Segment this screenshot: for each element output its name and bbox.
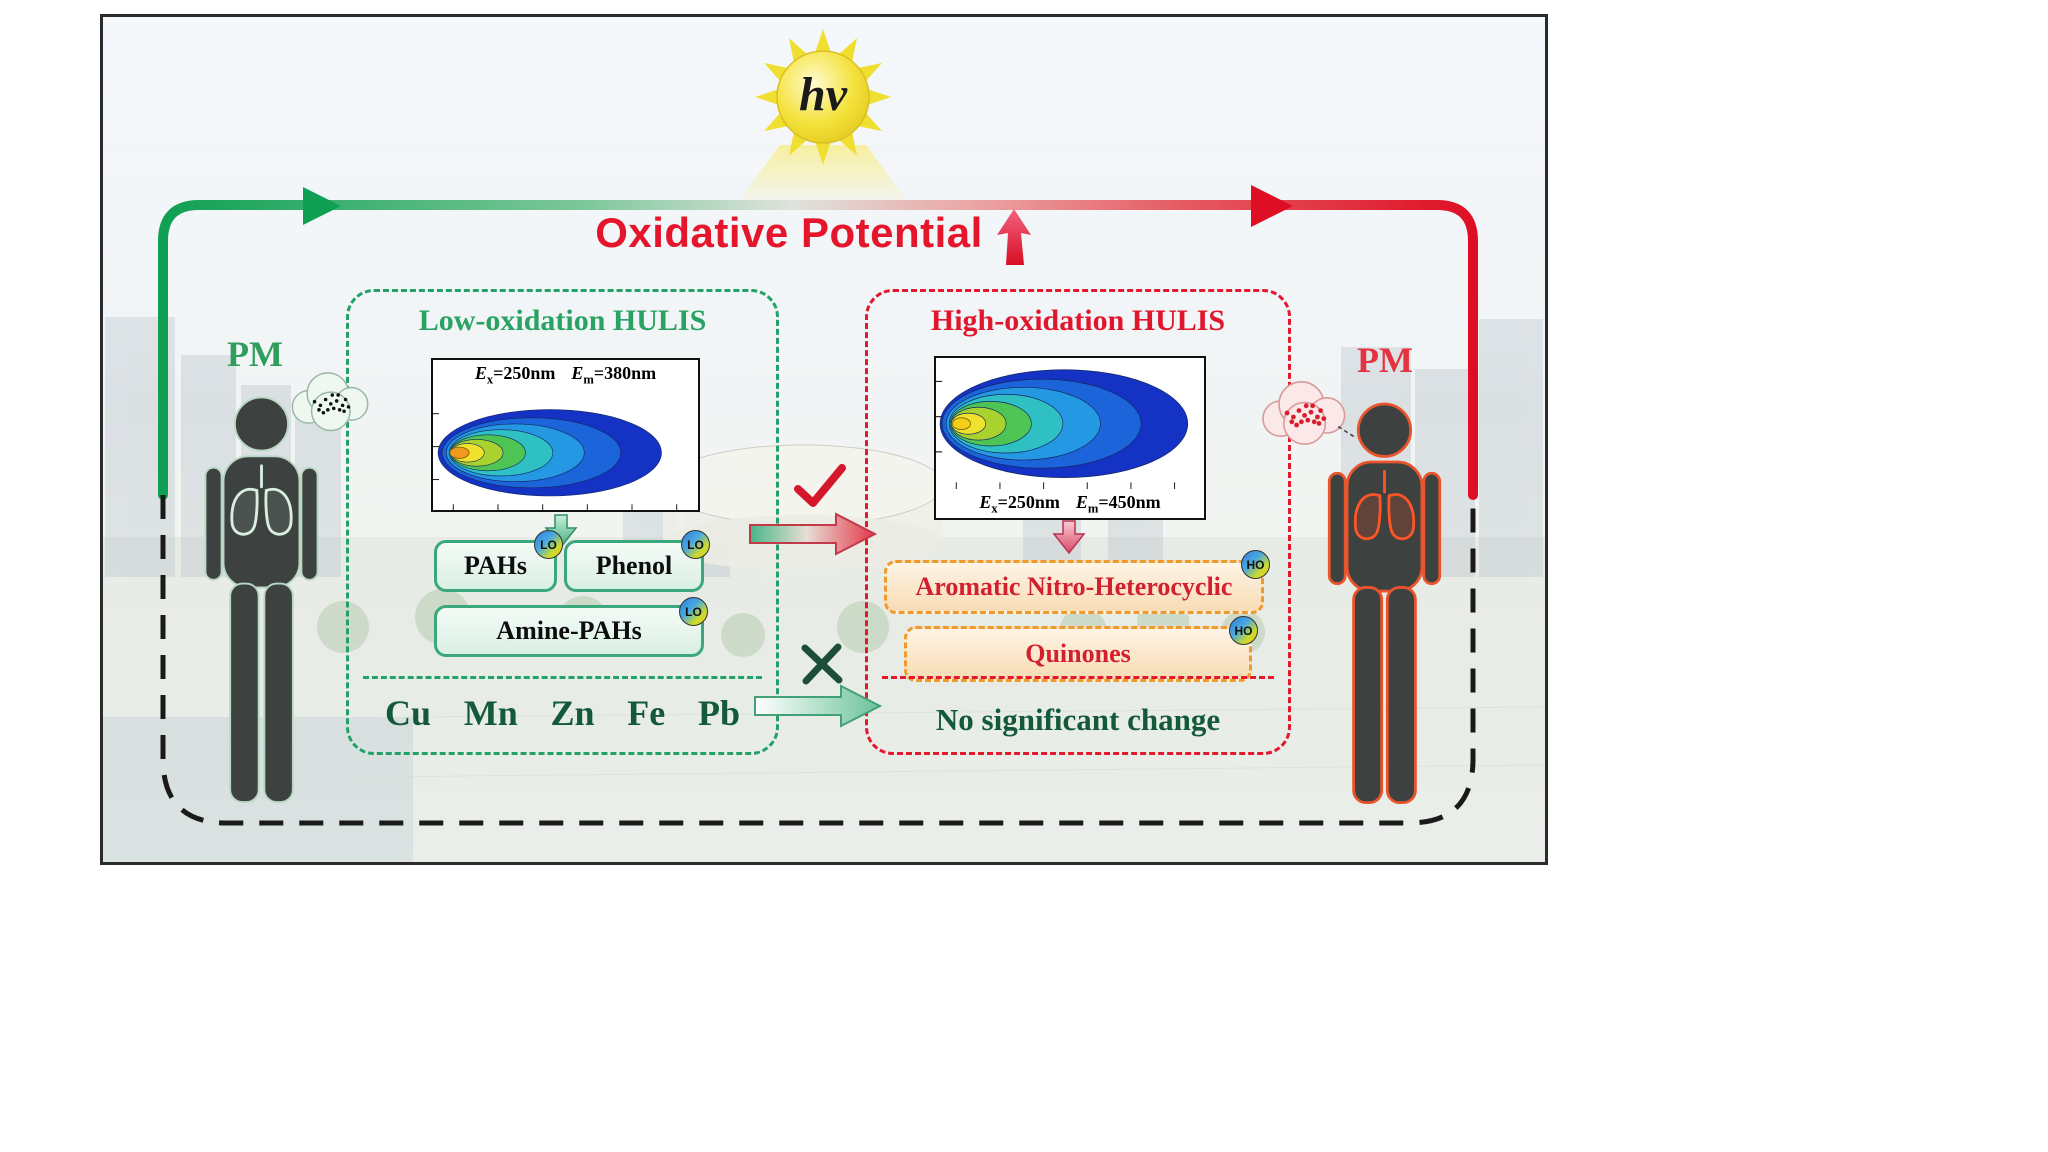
- ex-symbol: E: [979, 492, 992, 513]
- metal-zn: Zn: [550, 693, 595, 733]
- eem-axis-label-high: Ex=250nm Em=450nm: [979, 492, 1161, 516]
- eem-contour-low: [433, 408, 678, 510]
- left-person-silhouette: [204, 396, 319, 804]
- compound-label: Amine-PAHs: [496, 616, 642, 645]
- right-person: [1327, 402, 1442, 805]
- low-oxidation-panel: Low-oxidation HULIS Ex=250nm Em=380nm: [346, 289, 779, 755]
- sun-icon: hv: [738, 17, 908, 179]
- red-arrowhead-icon: [1251, 185, 1293, 227]
- left-pm-label: PM: [227, 334, 283, 374]
- ho-badge: HO: [1241, 550, 1270, 579]
- pm-particles-dark: [312, 393, 351, 415]
- lungs-icon: [230, 464, 293, 536]
- compound-label: PAHs: [463, 551, 528, 580]
- right-pm-cloud: [1262, 381, 1357, 445]
- cloud-shape: [1262, 381, 1346, 445]
- metal-fe: Fe: [627, 693, 666, 733]
- gradient-cycle-line: [158, 200, 1478, 500]
- cycle-arrows: [158, 185, 1478, 826]
- compound-label: Phenol: [595, 551, 673, 580]
- left-person: [204, 396, 319, 804]
- metal-mn: Mn: [463, 693, 518, 733]
- lo-badge: LO: [679, 597, 708, 626]
- oxidative-potential-title: Oxidative Potential: [523, 209, 1103, 265]
- metal-cu: Cu: [385, 693, 432, 733]
- hv-label: hv: [799, 68, 847, 121]
- compound-quinones: Quinones HO: [904, 616, 1258, 682]
- oxidative-potential-text: Oxidative Potential: [595, 209, 983, 256]
- right-pm-label: PM: [1357, 340, 1413, 380]
- high-oxidation-title: High-oxidation HULIS: [930, 304, 1226, 337]
- up-arrow-icon: [996, 209, 1031, 265]
- eem-ticks: [936, 380, 1176, 490]
- em-symbol: E: [1075, 492, 1088, 513]
- right-panel-divider: [882, 676, 1274, 679]
- high-oxidation-panel: High-oxidation HULIS Ex=250nm Em: [865, 289, 1291, 755]
- eem-plot-low: Ex=250nm Em=380nm: [431, 358, 700, 512]
- inflamed-lungs-icon: [1353, 469, 1416, 541]
- left-pm-cloud: [291, 372, 369, 432]
- compound-aromatic-nitro-heterocyclic: Aromatic Nitro-Heterocyclic HO: [884, 550, 1270, 614]
- no-significant-change-text: No significant change: [935, 702, 1221, 737]
- metal-pb: Pb: [697, 693, 740, 733]
- cross-mark-icon: [801, 643, 843, 685]
- low-oxidation-title: Low-oxidation HULIS: [418, 304, 707, 337]
- compound-label: Aromatic Nitro-Heterocyclic: [915, 572, 1233, 601]
- em-symbol: E: [571, 363, 584, 383]
- eem-contour-high: [936, 369, 1189, 490]
- check-mark-icon: [794, 464, 846, 507]
- compound-phenol: Phenol LO: [564, 530, 710, 592]
- metals-row: Cu Mn Zn Fe Pb: [385, 692, 740, 734]
- eem-ticks: [433, 412, 678, 510]
- lo-badge: LO: [534, 530, 563, 559]
- ex-symbol: E: [474, 363, 487, 383]
- cloud-shape: [291, 372, 369, 432]
- inhale-dashed-line: [1337, 425, 1357, 439]
- lo-badge: LO: [681, 530, 710, 559]
- compound-label: Quinones: [1025, 639, 1131, 668]
- down-arrow-high-icon: [1052, 520, 1086, 554]
- pm-particles-red: [1284, 403, 1327, 428]
- figure-frame: hv Oxidative Potential Low-oxidation HUL…: [100, 14, 1548, 865]
- compound-pahs: PAHs LO: [434, 530, 563, 592]
- compound-amine-pahs: Amine-PAHs LO: [434, 597, 708, 657]
- down-arrow-low-icon: [544, 514, 578, 548]
- transform-arrow: [749, 512, 878, 556]
- dashed-return-loop: [160, 495, 1476, 826]
- eem-axis-label-low: Ex=250nm Em=380nm: [474, 363, 657, 387]
- ho-badge: HO: [1229, 616, 1258, 645]
- eem-plot-high: Ex=250nm Em=450nm: [934, 356, 1206, 520]
- green-arrowhead-icon: [303, 187, 341, 225]
- right-person-silhouette: [1327, 402, 1442, 805]
- sun-graphic: [755, 29, 891, 165]
- left-panel-divider: [363, 676, 762, 679]
- no-change-arrow: [754, 684, 883, 728]
